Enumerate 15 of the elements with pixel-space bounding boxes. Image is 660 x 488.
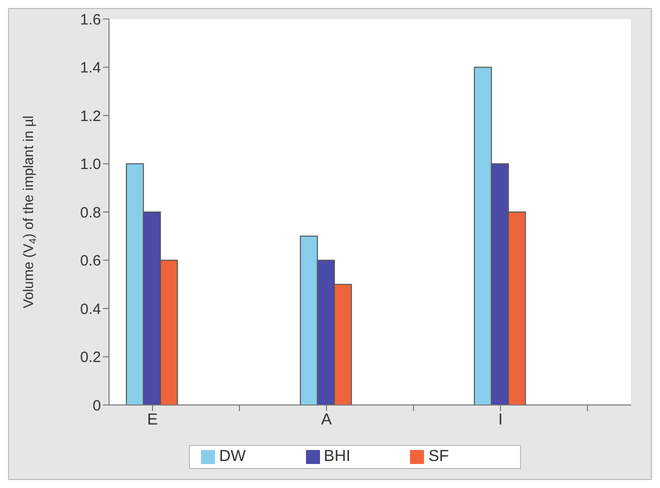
y-tick-label: 0.2 <box>80 349 101 366</box>
y-tick-label: 1.2 <box>80 108 101 125</box>
x-tick-label: I <box>498 411 503 428</box>
legend-label: BHI <box>324 448 350 465</box>
y-tick-label: 0.4 <box>80 300 101 318</box>
legend-label: DW <box>219 448 246 465</box>
y-tick-label: 1.6 <box>80 11 101 28</box>
y-tick-label: 0 <box>92 397 101 414</box>
x-tick-label: E <box>147 411 158 428</box>
y-tick-label: 1.4 <box>80 60 101 77</box>
legend-label: SF <box>428 448 449 465</box>
y-tick-label: 1.0 <box>80 156 101 174</box>
x-tick-label: A <box>321 411 332 428</box>
y-tick-label: 0.8 <box>80 204 101 222</box>
y-tick-label: 0.6 <box>80 252 101 270</box>
